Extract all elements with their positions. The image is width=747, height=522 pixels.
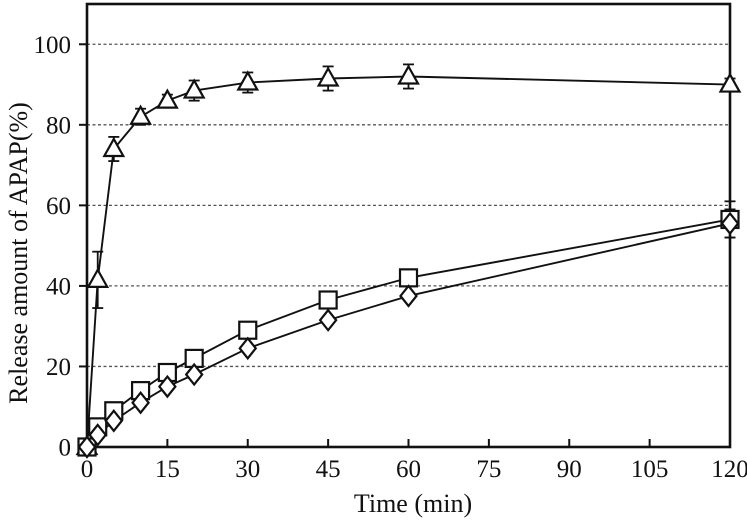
y-axis-title: Release amount of APAP(%) [4, 102, 33, 404]
diamond-series-line [86, 222, 731, 448]
x-tick-label-75: 75 [476, 456, 501, 483]
diamond-marker [184, 362, 204, 387]
square-series-line [86, 218, 731, 448]
diamond-marker [104, 409, 124, 433]
x-tick-label-30: 30 [235, 456, 260, 483]
triangle-marker [182, 78, 206, 99]
y-tick-label-20: 20 [46, 354, 71, 381]
x-tick-label-105: 105 [631, 456, 669, 483]
diamond-marker [157, 374, 177, 399]
triangle-marker [129, 104, 152, 125]
diamond-marker [131, 390, 150, 415]
y-tick-label-40: 40 [46, 273, 71, 300]
triangle-marker [316, 66, 340, 87]
diamond-marker [720, 211, 740, 236]
triangle-marker [236, 70, 260, 91]
diamond-marker [238, 336, 258, 361]
x-tick-label-60: 60 [396, 456, 421, 483]
triangle-marker [156, 88, 179, 109]
y-tick-label-80: 80 [46, 112, 71, 139]
triangle-series-line [86, 75, 731, 448]
y-tick-label-60: 60 [46, 193, 71, 220]
triangle-marker [102, 136, 126, 158]
square-marker [398, 268, 419, 288]
square-marker [238, 320, 258, 340]
x-tick-label-0: 0 [81, 456, 94, 483]
diamond-marker [318, 308, 338, 332]
triangle-marker [718, 72, 742, 93]
diamond-marker [399, 284, 418, 308]
y-tick-label-100: 100 [34, 32, 72, 59]
plot-area: 0 15 30 45 60 75 90 105 120 0 20 40 60 80 100 [34, 2, 747, 483]
x-axis-title: Time (min) [354, 489, 472, 518]
triangle-marker [86, 267, 110, 288]
y-tick-label-0: 0 [59, 435, 72, 462]
x-tick-label-120: 120 [711, 456, 747, 483]
square-marker [318, 290, 338, 310]
diamond-marker [88, 423, 108, 447]
x-tick-label-45: 45 [316, 456, 341, 483]
x-tick-label-15: 15 [155, 456, 180, 483]
triangle-marker [397, 64, 420, 85]
diamond-marker [77, 435, 97, 459]
x-tick-label-90: 90 [557, 456, 582, 483]
